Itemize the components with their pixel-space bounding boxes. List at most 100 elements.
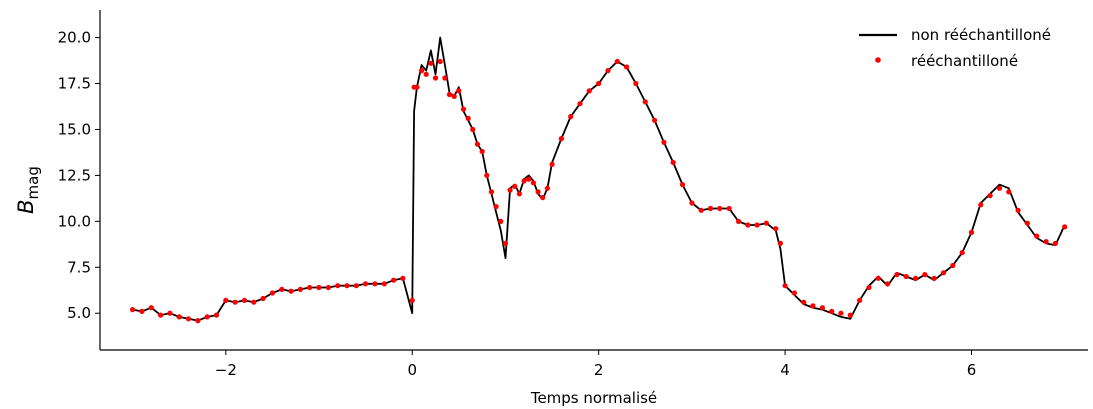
data-point <box>446 91 453 98</box>
data-point <box>745 222 751 228</box>
legend: non rééchantilloné rééchantilloné <box>859 26 1051 70</box>
y-tick-label: 17.5 <box>58 75 91 93</box>
series-markers-resampled <box>130 58 1068 324</box>
data-point <box>931 275 937 281</box>
data-point <box>297 286 303 292</box>
x-tick-label: 2 <box>594 361 604 379</box>
data-point <box>568 114 574 120</box>
data-point <box>540 194 546 201</box>
y-ticks: 5.0 7.5 10.0 12.5 15.0 17.5 20.0 <box>58 29 100 322</box>
data-point <box>1043 239 1049 245</box>
data-point <box>913 275 919 281</box>
data-point <box>968 229 975 235</box>
data-point <box>698 207 704 213</box>
data-point <box>158 312 164 318</box>
data-point <box>652 117 658 123</box>
data-point <box>1015 207 1021 213</box>
data-point <box>288 288 294 294</box>
data-point <box>1052 240 1058 246</box>
data-point <box>866 284 872 291</box>
data-point <box>996 185 1003 191</box>
data-point <box>488 189 495 195</box>
data-point <box>363 281 369 287</box>
data-point <box>596 80 602 87</box>
data-point <box>521 178 527 184</box>
legend-label-resampled: rééchantilloné <box>911 52 1018 70</box>
data-point <box>791 290 798 296</box>
y-tick-label: 20.0 <box>58 29 91 47</box>
data-point <box>148 305 154 311</box>
data-point <box>735 218 742 224</box>
data-point <box>479 148 485 155</box>
data-point <box>773 226 779 232</box>
data-point <box>251 299 257 305</box>
data-point <box>903 273 909 280</box>
data-point <box>959 250 965 256</box>
legend-label-non-resampled: non rééchantilloné <box>911 26 1051 44</box>
data-point <box>213 312 220 318</box>
data-point <box>782 283 788 289</box>
y-tick-label: 12.5 <box>58 166 91 184</box>
data-point <box>544 185 551 191</box>
data-point <box>838 310 844 316</box>
data-point <box>777 240 784 246</box>
y-tick-label: 15.0 <box>58 120 91 138</box>
data-point <box>857 297 863 303</box>
data-point <box>624 64 630 70</box>
data-point <box>754 222 760 228</box>
data-point <box>409 297 415 303</box>
data-point <box>204 314 210 320</box>
data-point <box>269 290 275 296</box>
data-point <box>423 71 429 77</box>
data-point <box>437 58 443 65</box>
data-point <box>414 84 420 90</box>
data-point <box>185 316 192 322</box>
data-point <box>717 205 723 212</box>
data-point <box>987 193 993 199</box>
data-point <box>633 80 639 87</box>
data-point <box>456 88 462 94</box>
data-point <box>605 68 611 74</box>
data-point <box>344 283 350 289</box>
data-point <box>516 191 523 197</box>
data-point <box>260 295 266 302</box>
data-point <box>726 205 732 212</box>
data-point <box>819 305 826 311</box>
data-point <box>507 187 513 193</box>
data-point <box>707 205 714 212</box>
data-point <box>549 161 555 167</box>
data-point <box>498 218 504 224</box>
y-tick-label: 10.0 <box>58 212 91 230</box>
data-point <box>372 281 378 287</box>
data-point <box>1034 233 1040 239</box>
data-point <box>512 183 518 189</box>
data-point <box>642 99 648 105</box>
data-point <box>679 182 686 188</box>
data-point <box>801 299 807 305</box>
data-point <box>139 308 145 314</box>
data-point <box>1024 220 1030 226</box>
data-point <box>223 297 229 303</box>
y-axis-title-main: B <box>14 199 38 213</box>
data-point <box>241 297 248 303</box>
data-point <box>535 189 541 195</box>
data-point <box>316 284 322 291</box>
data-point <box>577 101 583 107</box>
data-point <box>400 275 406 281</box>
data-point <box>1006 189 1012 195</box>
data-point <box>325 284 331 291</box>
data-point <box>810 303 816 309</box>
data-point <box>978 202 984 208</box>
y-axis-title-sub: mag <box>24 166 42 199</box>
data-point <box>885 281 891 287</box>
data-point <box>460 106 467 112</box>
data-point <box>493 204 499 210</box>
data-point <box>465 115 471 121</box>
y-tick-label: 7.5 <box>67 258 91 276</box>
data-point <box>419 68 425 74</box>
y-tick-label: 5.0 <box>67 304 91 322</box>
data-point <box>176 314 182 320</box>
data-point <box>130 307 136 313</box>
data-point <box>428 60 434 66</box>
